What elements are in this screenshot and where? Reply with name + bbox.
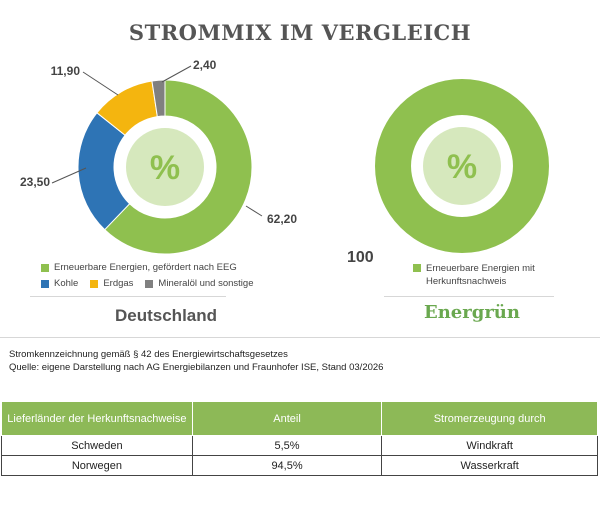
legend-label-mineraloel: Mineralöl und sonstige <box>158 278 254 289</box>
divider-full <box>0 337 600 338</box>
herkunft-table: Lieferländer der Herkunftsnachweise Ante… <box>1 401 598 476</box>
caption-energruen: Energrün <box>424 302 520 323</box>
donut-chart-deutschland: % <box>77 79 253 255</box>
legend-swatch-erdgas <box>90 280 99 288</box>
note-stromkennzeichnung: Stromkennzeichnung gemäß § 42 des Energi… <box>9 349 288 360</box>
legend-swatch-mineraloel <box>145 280 154 288</box>
table-cell-erzeugung: Windkraft <box>381 435 598 456</box>
slice-erneuerbare-energien-gefoerdert-nach-eeg <box>103 79 253 255</box>
slice-mineraloel-und-sonstige <box>151 79 166 118</box>
leader-line-mineraloel-und-sonstige <box>161 65 192 83</box>
table-header-row: Lieferländer der Herkunftsnachweise Ante… <box>1 401 598 436</box>
percent-symbol: % <box>447 148 477 186</box>
legend-swatch-herkunftsnachweis <box>413 264 421 272</box>
value-label-kohle: 23,50 <box>20 175 50 189</box>
legend-energruen: Erneuerbare Energien mit Herkunftsnachwe… <box>413 262 535 288</box>
divider-left <box>30 296 226 297</box>
value-label-erneuerbare-energien-gefoerdert-nach-eeg: 62,20 <box>267 212 297 226</box>
table-header-anteil: Anteil <box>191 401 383 436</box>
caption-deutschland: Deutschland <box>115 306 218 325</box>
note-quelle: Quelle: eigene Darstellung nach AG Energ… <box>9 362 384 373</box>
table-header-laender: Lieferländer der Herkunftsnachweise <box>1 401 193 436</box>
legend-label-herkunft-line-1: Erneuerbare Energien mit <box>426 263 535 274</box>
legend-label-eeg: Erneuerbare Energien, gefördert nach EEG <box>54 262 237 273</box>
table-cell-land: Norwegen <box>1 455 193 476</box>
donut-center-circle <box>126 128 204 206</box>
legend-swatch-kohle <box>41 280 49 288</box>
table-cell-erzeugung: Wasserkraft <box>381 455 598 476</box>
legend-swatch-eeg <box>41 264 49 272</box>
percent-symbol: % <box>150 149 180 187</box>
slice-erneuerbare-energien-mit-herkunftsnachweis <box>375 79 549 253</box>
donut-charts: % % 62,20 23,50 11,90 2,40 100 <box>20 58 549 266</box>
page-title: STROMMIX IM VERGLEICH <box>128 20 472 45</box>
divider-right <box>384 296 554 297</box>
table-cell-anteil: 94,5% <box>191 455 383 476</box>
value-label-herkunftsnachweis: 100 <box>347 249 374 266</box>
table-cell-land: Schweden <box>1 435 193 456</box>
leader-line-kohle <box>51 167 87 184</box>
value-label-erdgas: 11,90 <box>51 64 81 78</box>
legend-deutschland: Erneuerbare Energien, gefördert nach EEG… <box>41 261 265 291</box>
leader-line-erdgas <box>82 71 119 96</box>
table-header-erzeugung: Stromerzeugung durch <box>381 401 598 436</box>
leader-line-erneuerbare-energien-gefoerdert-nach-eeg <box>245 205 263 217</box>
donut-chart-energruen: % <box>375 79 549 253</box>
value-label-mineraloel-und-sonstige: 2,40 <box>193 58 217 72</box>
legend-label-erdgas: Erdgas <box>103 278 134 289</box>
table-row: Norwegen 94,5% Wasserkraft <box>1 455 598 476</box>
legend-label-herkunft-line-2: Herkunftsnachweis <box>426 276 507 287</box>
table-cell-anteil: 5,5% <box>191 435 383 456</box>
table-row: Schweden 5,5% Windkraft <box>1 435 598 456</box>
source-notes: Stromkennzeichnung gemäß § 42 des Energi… <box>9 348 383 374</box>
legend-label-kohle: Kohle <box>54 278 79 289</box>
donut-center-circle <box>423 127 501 205</box>
